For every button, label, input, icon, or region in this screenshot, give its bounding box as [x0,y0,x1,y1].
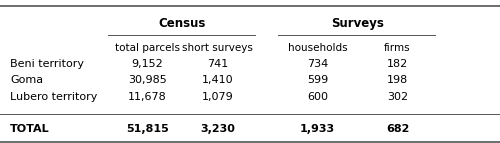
Text: 599: 599 [307,75,328,85]
Text: 9,152: 9,152 [132,59,164,69]
Text: Beni territory: Beni territory [10,59,84,69]
Text: 600: 600 [307,92,328,102]
Text: 3,230: 3,230 [200,124,235,134]
Text: 182: 182 [387,59,408,69]
Text: Goma: Goma [10,75,43,85]
Text: short surveys: short surveys [182,43,253,53]
Text: Lubero territory: Lubero territory [10,92,98,102]
Text: 1,410: 1,410 [202,75,234,85]
Text: firms: firms [384,43,411,53]
Text: 682: 682 [386,124,409,134]
Text: 741: 741 [207,59,228,69]
Text: total parcels: total parcels [115,43,180,53]
Text: 1,079: 1,079 [202,92,234,102]
Text: 30,985: 30,985 [128,75,167,85]
Text: 198: 198 [387,75,408,85]
Text: Surveys: Surveys [331,17,384,30]
Text: 1,933: 1,933 [300,124,335,134]
Text: TOTAL: TOTAL [10,124,50,134]
Text: 11,678: 11,678 [128,92,167,102]
Text: Census: Census [159,17,206,30]
Text: 734: 734 [307,59,328,69]
Text: 302: 302 [387,92,408,102]
Text: households: households [288,43,348,53]
Text: 51,815: 51,815 [126,124,169,134]
